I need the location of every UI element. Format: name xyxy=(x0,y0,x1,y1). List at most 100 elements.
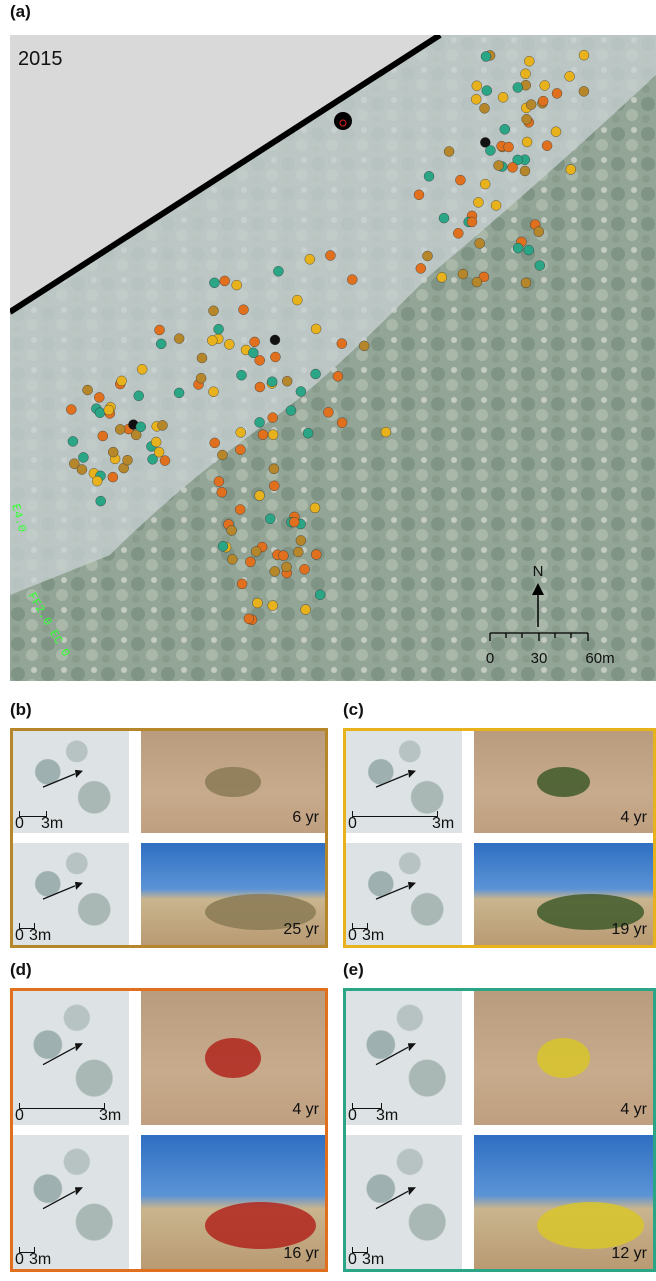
panel-frame: 03m6 yr03m25 yr xyxy=(10,728,328,948)
plant-dot xyxy=(471,94,481,104)
plant-dot xyxy=(258,430,268,440)
plant-dot xyxy=(104,405,114,415)
plant-dot xyxy=(95,408,105,418)
plant-dot xyxy=(485,146,495,156)
field-photo: 4 yr xyxy=(141,991,325,1125)
scale-bar xyxy=(352,811,438,817)
plant-dot xyxy=(117,376,127,386)
plant-dot xyxy=(278,551,288,561)
scale-label: 0 xyxy=(15,1107,24,1125)
plant-dot xyxy=(237,370,247,380)
plant-dot xyxy=(311,369,321,379)
plant-dot xyxy=(467,217,477,227)
plant-dot xyxy=(136,422,146,432)
plant-dot xyxy=(424,171,434,181)
plant-dot xyxy=(522,137,532,147)
plant-dot xyxy=(310,503,320,513)
plant-dot xyxy=(236,427,246,437)
plant-dot xyxy=(513,243,523,253)
field-photo: 19 yr xyxy=(474,843,653,945)
plant-dot xyxy=(207,336,217,346)
plant-dot xyxy=(453,228,463,238)
plant-dot xyxy=(296,387,306,397)
figure: (a) 2015 FF2.0 EC 0 E4.0 N 0 30 60m (b)0… xyxy=(0,0,656,1281)
scale-label: 3m xyxy=(376,1107,398,1125)
plant-dot xyxy=(227,526,237,536)
aerial-map: 2015 FF2.0 EC 0 E4.0 N 0 30 60m xyxy=(10,35,656,681)
plant-dot xyxy=(68,436,78,446)
plant-dot xyxy=(381,427,391,437)
plant-dot xyxy=(269,481,279,491)
plant-dot xyxy=(270,352,280,362)
plant-dot xyxy=(494,161,504,171)
aerial-inset: 03m xyxy=(13,843,129,945)
plant-dot xyxy=(245,557,255,567)
panel-label: (d) xyxy=(10,960,32,980)
panel-frame: 03m4 yr03m12 yr xyxy=(343,988,656,1272)
plant-dot xyxy=(534,227,544,237)
north-label: N xyxy=(533,563,544,580)
plant-dot xyxy=(123,455,133,465)
panel-label: (c) xyxy=(343,700,364,720)
age-label: 25 yr xyxy=(283,921,319,939)
plant-dot xyxy=(251,546,261,556)
plant-dot xyxy=(566,165,576,175)
plant-dot xyxy=(472,81,482,91)
plant-dot xyxy=(551,127,561,137)
plant-dot xyxy=(77,465,87,475)
plant-dot xyxy=(437,272,447,282)
plant-dot xyxy=(508,162,518,172)
plant-dot xyxy=(160,456,170,466)
plant-dot xyxy=(267,377,277,387)
plant-dot xyxy=(137,364,147,374)
scale-label: 0 xyxy=(15,1251,24,1269)
plant-dot xyxy=(520,166,530,176)
scale-label: 3m xyxy=(29,1251,51,1269)
plant-dot xyxy=(325,251,335,261)
plant-dot xyxy=(473,197,483,207)
plant-dot xyxy=(292,295,302,305)
scale-bar xyxy=(19,1103,105,1109)
plant-dot xyxy=(210,438,220,448)
plant-dot xyxy=(455,175,465,185)
plant xyxy=(537,1202,644,1249)
plant-dot xyxy=(579,86,589,96)
field-photo: 25 yr xyxy=(141,843,325,945)
plant-dot xyxy=(220,276,230,286)
plant-dot xyxy=(83,385,93,395)
plant-dot xyxy=(134,391,144,401)
plant-dot xyxy=(293,547,303,557)
plant-dot xyxy=(227,554,237,564)
plant-dot xyxy=(248,348,258,358)
plant-dot xyxy=(115,424,125,434)
plant-dot xyxy=(296,536,306,546)
plant-dot xyxy=(300,564,310,574)
scale-label: 3m xyxy=(41,815,63,833)
plant-dot xyxy=(526,100,536,110)
plant-dot xyxy=(439,213,449,223)
field-photo: 4 yr xyxy=(474,991,653,1125)
scale-label: 0 xyxy=(15,927,24,945)
scale-label: 3m xyxy=(362,1251,384,1269)
plant-dot xyxy=(239,305,249,315)
plant-dot xyxy=(174,334,184,344)
aerial-inset: 03m xyxy=(346,731,462,833)
plant-dot xyxy=(94,392,104,402)
plant-dot xyxy=(255,491,265,501)
plant-dot xyxy=(269,464,279,474)
plant-dot xyxy=(270,566,280,576)
plant-dot xyxy=(347,275,357,285)
plant-dot xyxy=(96,496,106,506)
plant-dot xyxy=(78,452,88,462)
plant-dot xyxy=(286,406,296,416)
plant-dot xyxy=(270,335,280,345)
plant-dot xyxy=(444,147,454,157)
plant-dot xyxy=(235,445,245,455)
plant-dot xyxy=(108,447,118,457)
plant-dot xyxy=(504,142,514,152)
plant-dot xyxy=(217,450,227,460)
plant-dot xyxy=(232,280,242,290)
plant-dot xyxy=(480,103,490,113)
